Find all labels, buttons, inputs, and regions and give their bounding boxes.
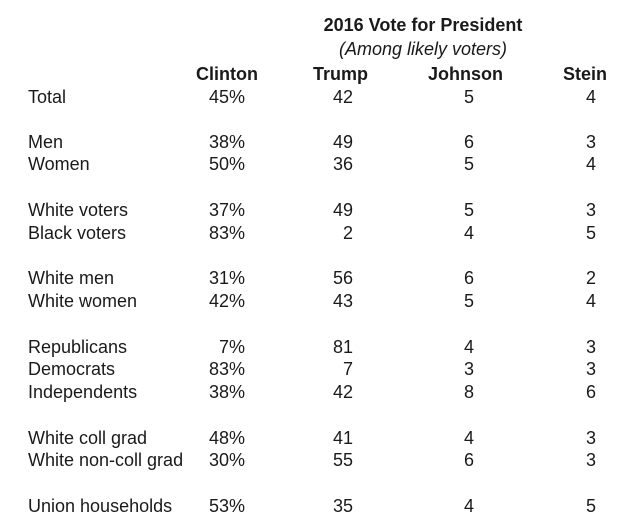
cell-clinton: 50%: [208, 154, 245, 174]
row-label: Independents: [28, 382, 138, 402]
cell-clinton: 38%: [208, 132, 245, 152]
cell-johnson: 5: [463, 291, 474, 311]
column-header-clinton: Clinton: [196, 64, 258, 84]
cell-clinton: 42%: [208, 291, 245, 311]
cell-johnson: 5: [463, 200, 474, 220]
row-label: Black voters: [28, 223, 127, 243]
cell-johnson: 4: [463, 337, 474, 357]
cell-trump: 42: [332, 87, 353, 107]
table-row: Democrats 83% 7 3 3: [0, 358, 620, 380]
cell-trump: 49: [332, 200, 353, 220]
table-row: Men 38% 49 6 3: [0, 131, 620, 153]
cell-johnson: 6: [463, 268, 474, 288]
table-row: Independents 38% 42 8 6: [0, 381, 620, 403]
cell-johnson: 3: [463, 359, 474, 379]
cell-clinton: 31%: [208, 268, 245, 288]
table-row: White non-coll grad 30% 55 6 3: [0, 449, 620, 471]
cell-johnson: 6: [463, 450, 474, 470]
row-label: Women: [28, 154, 90, 174]
cell-stein: 4: [585, 87, 596, 107]
cell-trump: 42: [332, 382, 353, 402]
cell-stein: 5: [585, 496, 596, 516]
cell-clinton: 48%: [208, 428, 245, 448]
cell-clinton: 53%: [208, 496, 245, 516]
cell-stein: 4: [585, 154, 596, 174]
table-row: Union households 53% 35 4 5: [0, 495, 620, 517]
table-row: White women 42% 43 5 4: [0, 290, 620, 312]
cell-stein: 2: [585, 268, 596, 288]
cell-trump: 55: [332, 450, 353, 470]
row-label: White coll grad: [28, 428, 148, 448]
table-row: Black voters 83% 2 4 5: [0, 222, 620, 244]
cell-trump: 2: [342, 223, 353, 243]
cell-johnson: 4: [463, 223, 474, 243]
cell-johnson: 8: [463, 382, 474, 402]
cell-stein: 3: [585, 450, 596, 470]
cell-stein: 3: [585, 337, 596, 357]
cell-trump: 43: [332, 291, 353, 311]
cell-trump: 7: [342, 359, 353, 379]
table-row: Republicans 7% 81 4 3: [0, 336, 620, 358]
cell-stein: 3: [585, 132, 596, 152]
cell-clinton: 30%: [208, 450, 245, 470]
cell-johnson: 5: [463, 87, 474, 107]
cell-johnson: 6: [463, 132, 474, 152]
row-label: Men: [28, 132, 64, 152]
table-row: White men 31% 56 6 2: [0, 267, 620, 289]
cell-johnson: 4: [463, 496, 474, 516]
cell-clinton: 38%: [208, 382, 245, 402]
cell-stein: 3: [585, 359, 596, 379]
table-title: 2016 Vote for President: [323, 15, 523, 35]
cell-johnson: 4: [463, 428, 474, 448]
table-row: Women 50% 36 5 4: [0, 153, 620, 175]
cell-johnson: 5: [463, 154, 474, 174]
cell-trump: 35: [332, 496, 353, 516]
cell-clinton: 83%: [208, 359, 245, 379]
column-header-trump: Trump: [313, 64, 369, 84]
cell-trump: 41: [332, 428, 353, 448]
cell-trump: 49: [332, 132, 353, 152]
cell-stein: 4: [585, 291, 596, 311]
cell-clinton: 37%: [208, 200, 245, 220]
row-label: White men: [28, 268, 115, 288]
cell-stein: 3: [585, 428, 596, 448]
row-label: White non-coll grad: [28, 450, 184, 470]
cell-stein: 3: [585, 200, 596, 220]
table-row: White coll grad 48% 41 4 3: [0, 427, 620, 449]
cell-clinton: 45%: [208, 87, 245, 107]
cell-stein: 5: [585, 223, 596, 243]
column-header-johnson: Johnson: [428, 64, 503, 84]
cell-stein: 6: [585, 382, 596, 402]
column-header-stein: Stein: [563, 64, 608, 84]
table-row: Total 45% 42 5 4: [0, 86, 620, 108]
row-label: Total: [28, 87, 67, 107]
row-label: Democrats: [28, 359, 116, 379]
row-label: White women: [28, 291, 138, 311]
row-label: Republicans: [28, 337, 128, 357]
row-label: Union households: [28, 496, 173, 516]
table-row: White voters 37% 49 5 3: [0, 199, 620, 221]
cell-trump: 56: [332, 268, 353, 288]
cell-trump: 81: [332, 337, 353, 357]
table-subtitle: (Among likely voters): [338, 39, 508, 59]
cell-clinton: 83%: [208, 223, 245, 243]
cell-trump: 36: [332, 154, 353, 174]
cell-clinton: 7%: [218, 337, 245, 357]
row-label: White voters: [28, 200, 129, 220]
